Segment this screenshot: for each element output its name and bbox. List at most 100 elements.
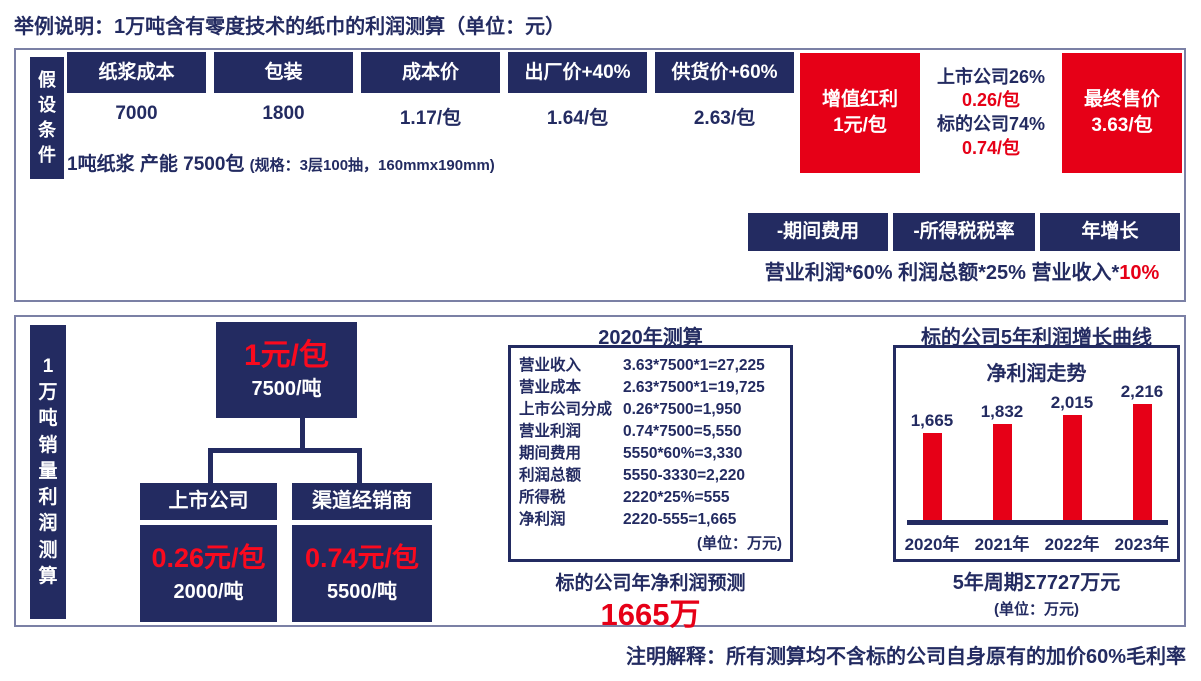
calc-table-row: 所得税 2220*25%=555 (519, 487, 782, 509)
growth-unit-label: (单位：万元) (994, 601, 1079, 618)
bonus-split-box: 上市公司26% 0.26/包标的公司74% 0.74/包 (920, 53, 1062, 173)
calc-table-row: 利润总额 5550-3330=2,220 (519, 465, 782, 487)
distributor-price: 0.74元/包 (304, 543, 420, 574)
cost-chain-value: 7000 (115, 103, 158, 124)
chart-bar (1062, 415, 1082, 520)
child-listed-company-header: 上市公司 (140, 483, 277, 520)
chart-category-label: 2022年 (1044, 535, 1100, 554)
tree-stem-line (300, 418, 305, 450)
chart-baseline (907, 520, 1168, 525)
calc-row-label: 上市公司分成 (519, 401, 613, 418)
page-title: 举例说明：1万吨含有零度技术的纸巾的利润测算（单位：元） (14, 16, 566, 38)
chart-bar-value: 1,665 (910, 411, 954, 430)
bonus-split-line: 上市公司26% (936, 66, 1046, 87)
bonus-left-line: 增值红利 (821, 89, 898, 111)
value-bonus-block: 增值红利 1元/包 上市公司26% 0.26/包标的公司74% 0.74/包 最终售价… (800, 53, 1182, 173)
deduction-box: -期间费用 (748, 213, 888, 251)
calc-row-label: 净利润 (519, 511, 566, 528)
final-price-line: 最终售价 (1083, 89, 1160, 111)
child-distributor-values: 0.74元/包 5500/吨 (292, 525, 432, 622)
deduction-formula: 营业利润*60% (764, 262, 899, 284)
tree-right-drop-line (357, 448, 362, 485)
deduction-box: 年增长 (1040, 213, 1180, 251)
cost-chain: 纸浆成本 7000 包装 1800 成本价 1.17/包 出厂价+40% 1.64/包 供货价+… (67, 52, 794, 130)
assumptions-panel: 假设条件 纸浆成本 7000 包装 1800 成本价 1.17/包 出厂价+40% 1.64/… (14, 48, 1186, 302)
calc-row-formula: 5550*60%=3,330 (623, 445, 743, 462)
capacity-main: 1吨纸浆 产能 7500包 (67, 154, 250, 175)
cost-chain-column: 纸浆成本 7000 (67, 52, 206, 130)
calc-row-formula: 3.63*7500*1=27,225 (623, 357, 765, 374)
chart-bar-value: 2,216 (1120, 382, 1164, 401)
distributor-volume: 5500/吨 (326, 580, 398, 603)
deduction-formula-highlight: 10% (1119, 262, 1160, 284)
growth-sum-line: 5年周期Σ7727万元 (952, 572, 1121, 594)
calc-table-unit: (单位：万元) (697, 535, 782, 552)
chart-bar-value: 2,015 (1050, 393, 1094, 412)
root-volume: 7500/吨 (251, 378, 322, 400)
cost-chain-header: 包装 (214, 52, 353, 93)
calc-row-formula: 2220-555=1,665 (623, 511, 737, 528)
tree-root-box: 1元/包 7500/吨 (216, 322, 357, 418)
growth-chart: 净利润走势 1,665 2020年 1,832 2021年 2,015 2022年 2,21… (893, 345, 1180, 562)
chart-subtitle: 净利润走势 (986, 363, 1087, 385)
deduction-box: -所得税税率 (893, 213, 1035, 251)
listed-company-price: 0.26元/包 (151, 543, 266, 574)
cost-chain-value: 1.64/包 (546, 108, 609, 129)
calc-table-row: 营业收入 3.63*7500*1=27,225 (519, 355, 782, 377)
chart-bar (922, 433, 942, 520)
calc-row-formula: 0.74*7500=5,550 (623, 423, 742, 440)
calc-row-label: 期间费用 (519, 445, 582, 462)
child-distributor-header: 渠道经销商 (292, 483, 432, 520)
chart-bar (1132, 404, 1152, 520)
cost-chain-column: 包装 1800 (214, 52, 353, 130)
calc-row-formula: 0.26*7500=1,950 (623, 401, 742, 418)
deduction-formulas: 营业利润*60% 利润总额*25% 营业收入*10% (742, 256, 1182, 285)
cost-chain-value: 1.17/包 (399, 108, 462, 129)
capacity-note: 1吨纸浆 产能 7500包 (规格：3层100抽，160mmx190mm) (67, 149, 495, 176)
deduction-boxes: -期间费用 -所得税税率 年增长 (748, 213, 1180, 251)
chart-category-label: 2020年 (904, 535, 960, 554)
cost-chain-column: 出厂价+40% 1.64/包 (508, 52, 647, 130)
bonus-split-line: 标的公司74% (936, 114, 1046, 134)
chart-category-label: 2023年 (1114, 535, 1170, 554)
bonus-split-line: 0.74/包 (961, 137, 1021, 158)
cost-chain-header: 成本价 (361, 52, 500, 93)
calc-row-label: 所得税 (519, 489, 566, 506)
calc-table-row: 期间费用 5550*60%=3,330 (519, 443, 782, 465)
chart-category-label: 2021年 (974, 535, 1030, 554)
capacity-spec: (规格：3层100抽，160mmx190mm) (249, 157, 495, 174)
bonus-left-line: 1元/包 (833, 115, 887, 136)
prediction-label: 标的公司年净利润预测 (555, 573, 746, 594)
tree-horizontal-line (208, 448, 362, 453)
child-listed-company-values: 0.26元/包 2000/吨 (140, 525, 277, 622)
cost-chain-header: 出厂价+40% (508, 52, 647, 93)
calc-row-label: 利润总额 (519, 467, 582, 484)
calc-2020-table: 营业收入 3.63*7500*1=27,225 营业成本 2.63*7500*1=19… (508, 345, 793, 562)
deduction-formula: 利润总额*25% (898, 262, 1032, 284)
calc-row-label: 营业利润 (519, 423, 582, 440)
listed-company-volume: 2000/吨 (173, 580, 244, 603)
calc-table-row: 营业利润 0.74*7500=5,550 (519, 421, 782, 443)
calc-row-label: 营业成本 (519, 379, 582, 396)
tree-left-drop-line (208, 448, 213, 485)
cost-chain-value: 1800 (262, 103, 305, 124)
cost-chain-column: 供货价+60% 2.63/包 (655, 52, 794, 130)
cost-chain-value: 2.63/包 (693, 108, 756, 129)
cost-chain-header: 供货价+60% (655, 52, 794, 93)
footer-note: 注明解释：所有测算均不含标的公司自身原有的加价60%毛利率 (625, 646, 1186, 668)
prediction-value: 1665万 (600, 597, 701, 632)
cost-chain-header: 纸浆成本 (67, 52, 206, 93)
bonus-split-line: 0.26/包 (961, 90, 1021, 111)
bonus-left-segment: 增值红利 1元/包 (800, 53, 920, 173)
calc-2020-title: 2020年测算 (598, 327, 703, 349)
cost-chain-column: 成本价 1.17/包 (361, 52, 500, 130)
assumptions-vertical-label: 假设条件 (30, 57, 64, 179)
deduction-formula: 营业收入* (1031, 262, 1120, 284)
calc-row-formula: 2220*25%=555 (623, 489, 730, 506)
calc-row-label: 营业收入 (519, 357, 582, 374)
root-price: 1元/包 (243, 339, 330, 372)
calc-row-formula: 2.63*7500*1=19,725 (623, 379, 765, 396)
